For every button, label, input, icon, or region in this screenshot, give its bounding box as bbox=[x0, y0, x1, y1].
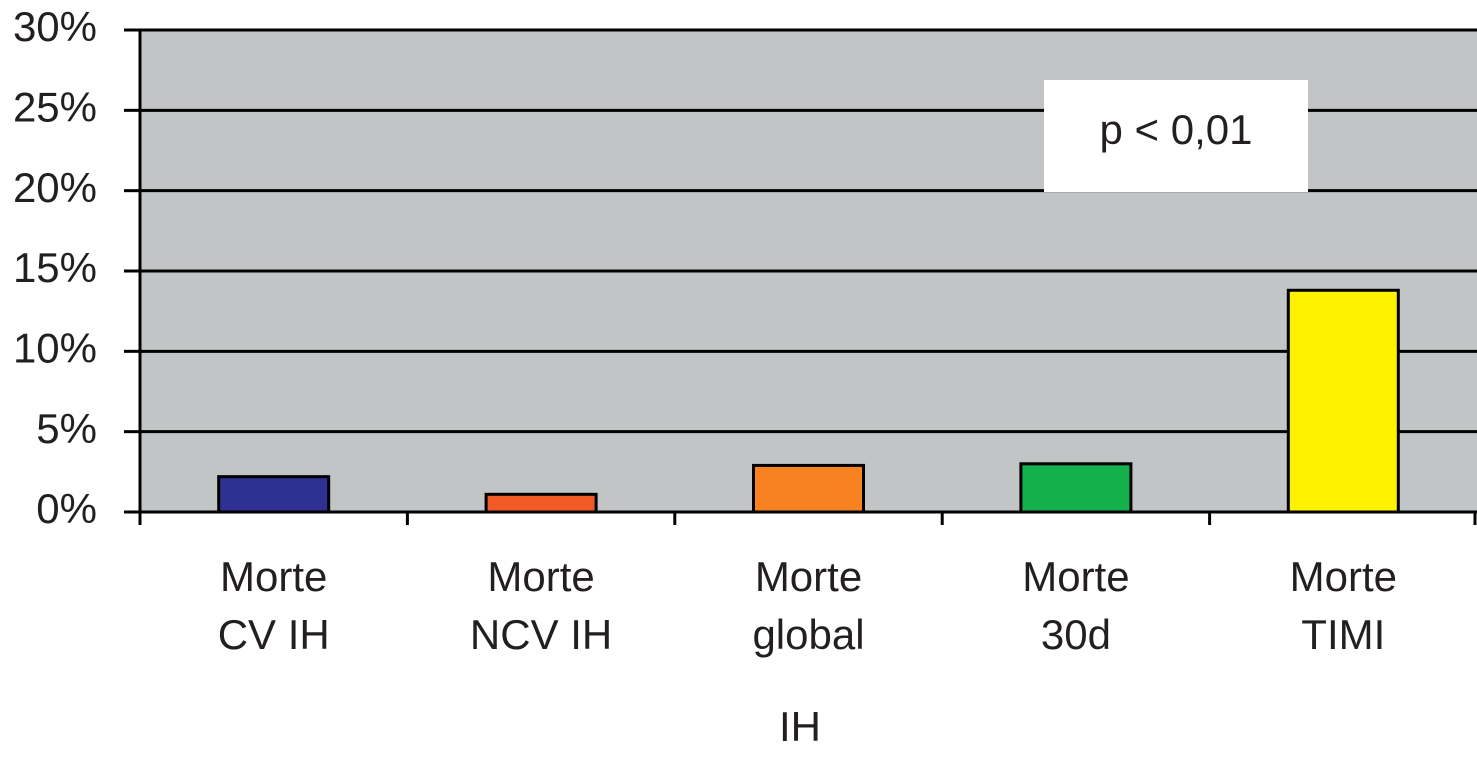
y-tick-label: 25% bbox=[13, 83, 97, 130]
y-tick-label: 0% bbox=[36, 485, 97, 532]
x-tick-label: 30d bbox=[1041, 611, 1111, 658]
bar bbox=[1286, 288, 1400, 514]
bar bbox=[484, 492, 598, 514]
annotation-box bbox=[1044, 80, 1308, 192]
x-tick-label: Morte bbox=[1290, 553, 1397, 600]
x-tick-label: NCV IH bbox=[470, 611, 612, 658]
x-axis-label: IH bbox=[779, 703, 821, 750]
annotation: p < 0,01 bbox=[1100, 106, 1253, 153]
y-tick-label: 10% bbox=[13, 324, 97, 371]
x-tick-label: TIMI bbox=[1301, 611, 1385, 658]
x-tick-label: CV IH bbox=[218, 611, 330, 658]
y-tick-label: 15% bbox=[13, 244, 97, 291]
bar bbox=[1019, 462, 1133, 514]
y-tick-label: 20% bbox=[13, 164, 97, 211]
x-tick-label: global bbox=[752, 611, 864, 658]
bar bbox=[752, 463, 865, 514]
x-tick-label: Morte bbox=[487, 553, 594, 600]
x-tick-label: Morte bbox=[755, 553, 862, 600]
x-tick-label: Morte bbox=[220, 553, 327, 600]
y-tick-label: 30% bbox=[13, 3, 97, 50]
bar bbox=[217, 475, 331, 514]
x-tick-label: Morte bbox=[1022, 553, 1129, 600]
y-tick-label: 5% bbox=[36, 405, 97, 452]
